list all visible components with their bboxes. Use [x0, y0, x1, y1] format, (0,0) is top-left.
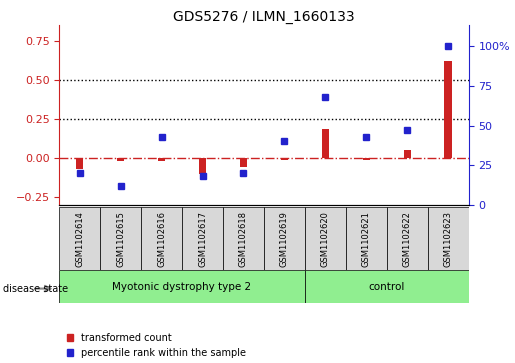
Text: GSM1102623: GSM1102623: [444, 211, 453, 267]
Bar: [182, 207, 223, 270]
Bar: [59, 270, 305, 303]
Bar: [240, 158, 247, 167]
Bar: [387, 207, 427, 270]
Bar: [264, 207, 305, 270]
Text: GSM1102614: GSM1102614: [75, 211, 84, 266]
Bar: [444, 61, 452, 158]
Text: GSM1102615: GSM1102615: [116, 211, 125, 266]
Bar: [427, 207, 469, 270]
Bar: [223, 207, 264, 270]
Bar: [117, 158, 124, 161]
Bar: [346, 207, 387, 270]
Bar: [322, 129, 329, 158]
Bar: [158, 158, 165, 160]
Legend: transformed count, percentile rank within the sample: transformed count, percentile rank withi…: [66, 333, 246, 358]
Text: GSM1102622: GSM1102622: [403, 211, 411, 266]
Text: disease state: disease state: [3, 284, 67, 294]
Text: GSM1102616: GSM1102616: [157, 211, 166, 267]
Bar: [59, 207, 100, 270]
Bar: [305, 270, 469, 303]
Bar: [100, 207, 141, 270]
Bar: [363, 158, 370, 160]
Bar: [281, 158, 288, 160]
Bar: [141, 207, 182, 270]
Text: control: control: [369, 282, 405, 292]
Text: GSM1102620: GSM1102620: [321, 211, 330, 266]
Text: Myotonic dystrophy type 2: Myotonic dystrophy type 2: [112, 282, 252, 292]
Bar: [199, 158, 206, 174]
Text: GSM1102621: GSM1102621: [362, 211, 371, 266]
Text: GSM1102618: GSM1102618: [239, 211, 248, 267]
Text: GSM1102617: GSM1102617: [198, 211, 207, 267]
Text: GSM1102619: GSM1102619: [280, 211, 289, 266]
Bar: [404, 150, 411, 158]
Bar: [305, 207, 346, 270]
Bar: [76, 158, 83, 169]
Title: GDS5276 / ILMN_1660133: GDS5276 / ILMN_1660133: [173, 11, 355, 24]
